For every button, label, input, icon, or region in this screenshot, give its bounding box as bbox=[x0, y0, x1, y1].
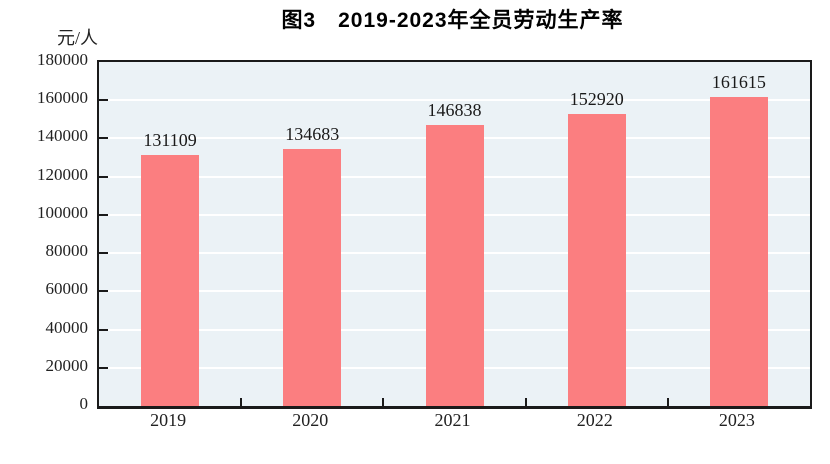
x-axis-tick bbox=[240, 398, 243, 406]
y-axis-tick-labels: 0 20000 40000 60000 80000 100000 120000 140000 1… bbox=[0, 50, 89, 413]
y-axis-tick-label: 40000 bbox=[45, 317, 89, 337]
bar-value-label-2020: 134683 bbox=[285, 123, 340, 144]
y-axis-tick bbox=[99, 328, 108, 331]
y-axis-tick-label: 20000 bbox=[45, 355, 89, 375]
y-axis-tick-label: 0 bbox=[79, 394, 89, 413]
bar-2022 bbox=[567, 113, 626, 406]
y-axis-tick bbox=[99, 213, 108, 216]
x-axis-tick-label-2022: 2022 bbox=[576, 410, 613, 430]
y-axis-tick bbox=[99, 99, 108, 102]
x-axis-tick bbox=[524, 398, 527, 406]
gridline bbox=[99, 99, 810, 102]
bar-2023 bbox=[709, 97, 768, 406]
y-axis-unit-label: 元/人 bbox=[56, 28, 98, 48]
plot-area: 131109 134683 146838 152920 161615 bbox=[97, 60, 812, 409]
plot-inner: 131109 134683 146838 152920 161615 bbox=[99, 62, 810, 406]
y-axis-tick-label: 100000 bbox=[37, 202, 88, 222]
y-axis-tick bbox=[99, 137, 108, 140]
y-axis-tick bbox=[99, 252, 108, 255]
bar-value-label-2021: 146838 bbox=[427, 100, 482, 121]
y-axis-tick-label: 60000 bbox=[45, 279, 89, 299]
bar-2019 bbox=[141, 155, 200, 406]
bar-value-label-2022: 152920 bbox=[569, 88, 624, 109]
y-axis-tick-label: 160000 bbox=[37, 88, 88, 108]
bar-2021 bbox=[425, 125, 484, 406]
y-axis-tick-label: 120000 bbox=[37, 164, 88, 184]
x-axis-tick-labels: 2019 2020 2021 2022 2023 bbox=[97, 410, 808, 436]
y-axis-tick bbox=[99, 366, 108, 369]
bar-value-label-2023: 161615 bbox=[711, 72, 766, 93]
x-axis-tick-label-2019: 2019 bbox=[150, 410, 187, 430]
x-axis-tick-label-2023: 2023 bbox=[718, 410, 755, 430]
bar-2020 bbox=[283, 148, 342, 406]
y-axis-tick-label: 180000 bbox=[37, 50, 88, 69]
x-axis-tick bbox=[666, 398, 669, 406]
y-axis-tick bbox=[99, 290, 108, 293]
y-axis-tick-label: 140000 bbox=[37, 126, 88, 146]
x-axis-tick bbox=[382, 398, 385, 406]
chart-title: 图3 2019-2023年全员劳动生产率 bbox=[281, 9, 624, 32]
y-axis-tick-label: 80000 bbox=[45, 241, 89, 261]
bar-value-label-2019: 131109 bbox=[143, 130, 197, 151]
x-axis-tick-label-2020: 2020 bbox=[292, 410, 329, 430]
x-axis-tick-label-2021: 2021 bbox=[434, 410, 471, 430]
y-axis-tick bbox=[99, 175, 108, 178]
